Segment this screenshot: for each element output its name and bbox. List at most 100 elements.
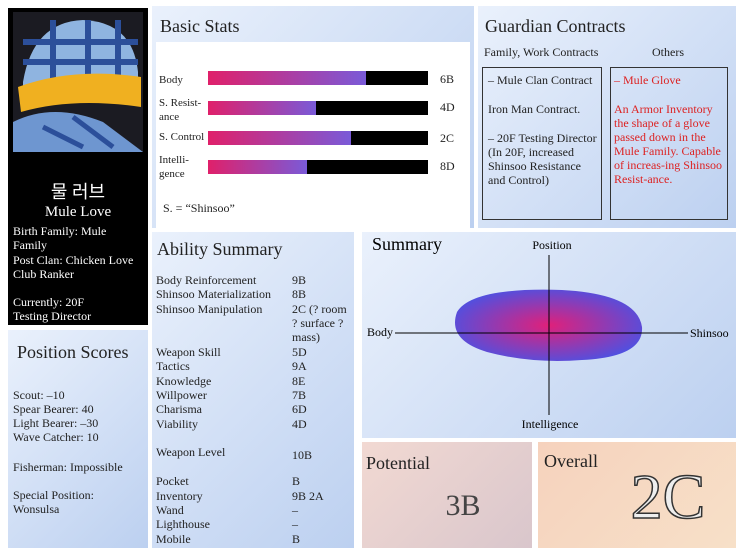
name: Mule Love (44, 204, 112, 220)
other: An Armor Inventory the shape of a glove … (614, 102, 722, 186)
ability: Willpower (156, 388, 207, 402)
summary-panel: Summary Position Intelligence Body Shins… (362, 232, 736, 438)
ability: Mobile (156, 532, 191, 546)
stat-note: S. = “Shinsoo” (163, 201, 235, 215)
score: Spear Bearer: 40 (13, 402, 94, 416)
ability-panel: Ability Summary Body Reinforcement 9B Shi… (152, 232, 354, 548)
grade: – (292, 503, 298, 517)
stat-grade: 2C (440, 131, 455, 145)
overall-value: 2C (630, 461, 706, 533)
ability: Lighthouse (156, 517, 210, 531)
ability: Viability (156, 417, 198, 431)
grade: B (292, 474, 301, 488)
contract: – 20F Testing Director (In 20F, increase… (488, 131, 597, 187)
stat-bar (208, 160, 428, 174)
ability-row: Wand – (156, 503, 456, 517)
axis-label: Shinsoo (690, 326, 729, 340)
grade: 7B (292, 388, 307, 402)
axis-label: Body (367, 325, 393, 339)
panel-title: Guardian Contracts (485, 16, 626, 36)
ability: Weapon Level (156, 445, 226, 459)
grade: 8B (292, 287, 307, 301)
ability: Weapon Skill (156, 345, 221, 359)
grade: 2C (? room ? surface ? mass) (292, 302, 347, 344)
grade: 8E (292, 374, 306, 388)
overall-panel: Overall 2C (538, 442, 736, 548)
others-box: – Mule Glove An Armor Inventory the shap… (610, 67, 728, 220)
score: Fisherman: Impossible (13, 460, 123, 474)
ability: Pocket (156, 474, 189, 488)
korean-name: 물 러브 (50, 182, 106, 202)
ability-row: Pocket B (156, 474, 456, 488)
ability-row: Charisma 6D (156, 402, 456, 416)
ability-row: Weapon Skill 5D (156, 345, 456, 359)
grade: B (292, 532, 301, 546)
currently: Currently: 20F Testing Director (13, 295, 92, 323)
ability: Charisma (156, 402, 202, 416)
score: Wave Catcher: 10 (13, 430, 99, 444)
birth-family: Birth Family: Mule Family (13, 224, 107, 252)
panel-title: Basic Stats (160, 16, 240, 36)
stat-label: Intelli-gence (159, 154, 189, 180)
stat-bar (208, 131, 428, 145)
ability: Inventory (156, 489, 203, 503)
column-header: Family, Work Contracts (484, 45, 599, 59)
contracts-box: – Mule Clan Contract Iron Man Contract. … (482, 67, 602, 220)
ability-row: Shinsoo Materialization 8B (156, 287, 456, 301)
panel-title: Position Scores (17, 342, 129, 362)
ability: Tactics (156, 359, 190, 373)
axis-label: Position (532, 238, 571, 252)
axis-label: Intelligence (522, 417, 579, 431)
summary-chart: Summary Position Intelligence Body Shins… (367, 234, 729, 431)
ability: Body Reinforcement (156, 273, 257, 287)
contract: – Mule Clan Contract (488, 73, 593, 87)
stat-label: Body (159, 74, 183, 86)
other: – Mule Glove (614, 73, 681, 87)
ability-row: Lighthouse – (156, 517, 456, 531)
basic-stats-panel: Basic Stats Body 6B S. Resist-ance 4D S.… (152, 6, 474, 228)
panel-title: Ability Summary (157, 239, 283, 259)
panel-title: Summary (372, 234, 442, 254)
position-scores-panel: Position Scores Scout: –10 Spear Bearer:… (8, 330, 148, 548)
stat-grade: 8D (440, 159, 455, 173)
grade: 4D (292, 417, 307, 431)
ability-row: Mobile B (156, 532, 456, 546)
stat-bar (208, 71, 428, 85)
ability-row: Weapon Level 10B (156, 445, 456, 462)
ability-row: Viability 4D (156, 417, 456, 431)
profile-panel: 물 러브 Mule Love Birth Family: Mule Family… (8, 8, 148, 325)
stat-bar (208, 101, 428, 115)
ability: Wand (156, 503, 184, 517)
stat-label: S. Control (159, 131, 205, 143)
grade: 9A (292, 359, 307, 373)
panel-title: Overall (544, 451, 598, 471)
post-clan: Post Clan: Chicken Love Club Ranker (13, 253, 134, 281)
ability: Shinsoo Materialization (156, 287, 271, 301)
grade: 10B (292, 448, 313, 462)
ability-row: Body Reinforcement 9B (156, 273, 456, 287)
ability-row: Tactics 9A (156, 359, 456, 373)
score: Special Position: Wonsulsa (13, 488, 94, 516)
ability-row: Willpower 7B (156, 388, 456, 402)
stat-grade: 6B (440, 72, 455, 86)
column-header: Others (652, 45, 684, 59)
ability-row: Knowledge 8E (156, 374, 456, 388)
guardian-panel: Guardian Contracts Family, Work Contract… (478, 6, 736, 228)
stat-grade: 4D (440, 100, 455, 114)
potential-panel: Potential 3B (362, 442, 532, 548)
score: Light Bearer: –30 (13, 416, 99, 430)
grade: – (292, 517, 298, 531)
stats-box: Body 6B S. Resist-ance 4D S. Control 2C … (156, 42, 470, 228)
potential-value: 3B (445, 489, 481, 522)
grade: 5D (292, 345, 307, 359)
grade: 6D (292, 402, 307, 416)
ability: Knowledge (156, 374, 212, 388)
grade: 9B (292, 273, 307, 287)
ability: Shinsoo Manipulation (156, 302, 263, 316)
ability-row: Shinsoo Manipulation 2C (? room ? surface… (156, 302, 456, 344)
stat-label: S. Resist-ance (159, 97, 202, 123)
grade: 9B 2A (292, 489, 324, 503)
score: Scout: –10 (13, 388, 65, 402)
contract: Iron Man Contract. (488, 102, 581, 116)
